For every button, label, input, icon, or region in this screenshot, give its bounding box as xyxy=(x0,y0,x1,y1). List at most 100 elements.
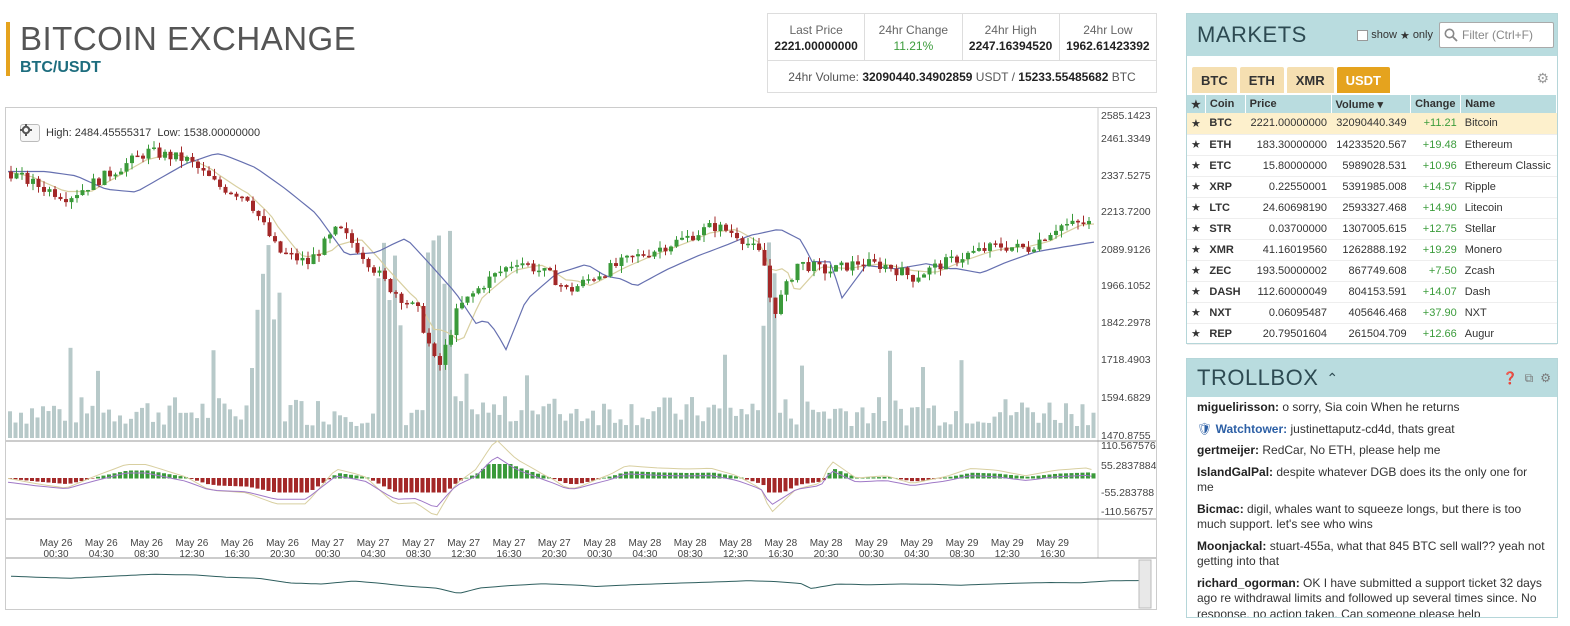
candle-body xyxy=(603,276,607,278)
favorite-star-icon[interactable]: ★ xyxy=(1187,134,1206,156)
market-price: 2221.00000000 xyxy=(1245,113,1331,135)
favorite-star-icon[interactable]: ★ xyxy=(1187,197,1206,219)
column-change[interactable]: Change xyxy=(1410,95,1462,113)
macd-histogram-bar xyxy=(178,476,183,479)
volume-bar xyxy=(200,403,205,438)
show-starred-checkbox[interactable] xyxy=(1357,29,1369,41)
macd-histogram-bar xyxy=(74,478,78,483)
candle-body xyxy=(795,263,800,281)
chat-username[interactable]: Watchtower: xyxy=(1215,421,1288,436)
tick-date: May 28 xyxy=(673,538,707,549)
chart-settings-button[interactable] xyxy=(20,124,40,142)
favorite-star-icon[interactable]: ★ xyxy=(1187,260,1206,282)
volume-bar xyxy=(266,245,271,438)
market-row[interactable]: ★ DASH 112.60000049 804153.591 +14.07 Dash xyxy=(1187,281,1557,303)
price-tick-label: 2213.7200 xyxy=(1101,206,1151,218)
favorite-star-icon[interactable]: ★ xyxy=(1187,218,1206,240)
markets-gear-icon[interactable]: ⚙ xyxy=(1536,70,1549,86)
volume-bar xyxy=(811,409,815,438)
time-tick-label: May 27 12:30 xyxy=(439,538,489,560)
volume-btc: 15233.55485682 xyxy=(1018,70,1109,84)
show-starred-toggle[interactable]: show ★ only xyxy=(1357,29,1433,42)
favorite-star-icon[interactable]: ★ xyxy=(1187,176,1206,198)
tab-usdt[interactable]: USDT xyxy=(1336,67,1390,93)
column-coin[interactable]: Coin xyxy=(1205,95,1246,113)
macd-histogram-bar xyxy=(635,471,639,479)
chat-username[interactable]: IslandGalPal: xyxy=(1197,464,1274,479)
macd-histogram-bar xyxy=(35,478,40,482)
favorite-star-icon[interactable]: ★ xyxy=(1187,239,1206,261)
candle-body xyxy=(680,237,684,240)
chat-username[interactable]: gertmeijer: xyxy=(1197,443,1260,457)
macd-histogram-bar xyxy=(173,475,177,479)
chat-username[interactable]: Moonjackal: xyxy=(1197,538,1267,553)
chat-username[interactable]: richard_ogorman: xyxy=(1197,575,1300,590)
macd-histogram-bar xyxy=(217,478,221,486)
price-chart[interactable]: High: 2484.45555317 Low: 1538.00000000 2… xyxy=(5,107,1157,610)
volume-bar xyxy=(833,408,837,438)
market-row[interactable]: ★ BTC 2221.00000000 32090440.349 +11.21 Bitco… xyxy=(1187,113,1557,135)
tab-eth[interactable]: ETH xyxy=(1239,67,1284,93)
market-row[interactable]: ★ XRP 0.22550001 5391985.008 +14.57 Ripple xyxy=(1187,176,1557,198)
favorite-star-icon[interactable]: ★ xyxy=(1187,281,1206,303)
macd-tick-label: 110.567576 xyxy=(1101,440,1156,452)
macd-histogram-bar xyxy=(877,477,881,479)
favorite-star-icon[interactable]: ★ xyxy=(1187,302,1206,324)
volume-bar xyxy=(767,242,771,438)
market-row[interactable]: ★ ETH 183.30000000 14233520.567 +19.48 Ethere… xyxy=(1187,134,1557,156)
volume-bar xyxy=(921,367,925,438)
popout-icon[interactable]: ⧉ xyxy=(1524,370,1534,385)
volume-bar xyxy=(140,407,144,438)
help-icon[interactable]: ❓ xyxy=(1502,370,1518,385)
price-tick-label: 1470.8755 xyxy=(1101,430,1151,442)
market-row[interactable]: ★ REP 20.79501604 261504.709 +12.66 Augur xyxy=(1187,323,1557,345)
market-name: Litecoin xyxy=(1460,197,1557,219)
chat-username[interactable]: Bicmac: xyxy=(1197,501,1244,516)
candle-body xyxy=(388,278,393,293)
candle-body xyxy=(1026,247,1031,252)
column-volume[interactable]: Volume ▾ xyxy=(1331,95,1412,113)
candle-body xyxy=(108,170,112,177)
filter-input[interactable]: Filter (Ctrl+F) xyxy=(1439,22,1554,48)
macd-histogram-bar xyxy=(316,478,320,487)
column-name[interactable]: Name xyxy=(1460,95,1557,113)
candle-body xyxy=(553,270,558,286)
volume-bar xyxy=(844,411,848,438)
tab-xmr[interactable]: XMR xyxy=(1286,67,1334,93)
market-change: +10.96 xyxy=(1410,155,1461,177)
favorite-star-icon[interactable]: ★ xyxy=(1187,113,1206,135)
volume-bar xyxy=(910,407,914,438)
tab-btc[interactable]: BTC xyxy=(1192,67,1237,93)
volume-bar xyxy=(167,405,172,438)
chat-username[interactable]: miguelirisson: xyxy=(1197,400,1280,414)
tick-time: 04:30 xyxy=(360,549,386,560)
market-row[interactable]: ★ ZEC 193.50000002 867749.608 +7.50 Zcash xyxy=(1187,260,1557,282)
chart-canvas[interactable] xyxy=(6,108,1156,609)
favorite-star-icon[interactable]: ★ xyxy=(1187,155,1206,177)
volume-bar xyxy=(783,399,788,438)
volume-bar xyxy=(68,347,73,438)
time-tick-label: May 28 12:30 xyxy=(711,538,761,560)
volume-bar xyxy=(79,397,84,438)
candle-body xyxy=(504,267,508,272)
market-row[interactable]: ★ ETC 15.80000000 5989028.531 +10.96 Ethereum… xyxy=(1187,155,1557,177)
column-price[interactable]: Price xyxy=(1245,95,1332,113)
candle-body xyxy=(25,172,30,184)
trollbox-gear-icon[interactable]: ⚙ xyxy=(1540,370,1551,385)
candle-body xyxy=(927,267,932,275)
volume-bar xyxy=(530,410,535,438)
market-row[interactable]: ★ STR 0.03700000 1307005.615 +12.75 Stellar xyxy=(1187,218,1557,240)
candle-body xyxy=(91,178,96,190)
gear-icon xyxy=(20,124,32,136)
market-row[interactable]: ★ XMR 41.16019560 1262888.192 +19.29 Monero xyxy=(1187,239,1557,261)
price-tick-label: 1842.2978 xyxy=(1101,317,1151,329)
market-name: Ripple xyxy=(1460,176,1557,198)
volume-bar xyxy=(646,419,650,438)
favorite-star-icon[interactable]: ★ xyxy=(1187,323,1206,345)
candle-body xyxy=(856,261,860,265)
macd-histogram-bar xyxy=(849,475,854,479)
collapse-chevron-icon[interactable]: ⌃ xyxy=(1326,369,1339,386)
market-row[interactable]: ★ LTC 24.60698190 2593327.468 +14.90 Litecoin xyxy=(1187,197,1557,219)
volume-bar xyxy=(481,402,485,438)
market-row[interactable]: ★ NXT 0.06095487 405646.468 +37.90 NXT xyxy=(1187,302,1557,324)
